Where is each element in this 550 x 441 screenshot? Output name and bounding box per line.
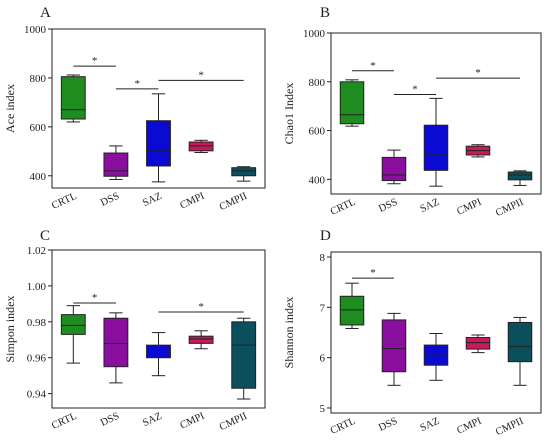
box-crtl xyxy=(339,79,365,127)
x-tick-label: CMPII xyxy=(494,416,526,439)
significance-star: * xyxy=(370,60,376,72)
significance-star: * xyxy=(412,83,418,95)
box-body xyxy=(103,152,129,177)
box-dss xyxy=(103,145,129,180)
panel-a: A 400 600 800 1000 Ace index CRTL DSS SAZ CMPI CMP… xyxy=(3,5,266,214)
x-tick-label: CRTL xyxy=(329,197,357,218)
x-tick-label: CMPII xyxy=(218,411,250,434)
box-dss xyxy=(381,149,407,185)
x-tick-label: CMPII xyxy=(218,191,250,214)
x-tick-label: DSS xyxy=(377,416,399,434)
box-dss xyxy=(381,312,407,386)
y-tick-label: 0.98 xyxy=(27,317,47,329)
box-cmpii xyxy=(231,166,257,182)
box-body xyxy=(146,120,171,167)
box-cmpii xyxy=(231,317,257,400)
box-crtl xyxy=(60,305,86,364)
box-dss xyxy=(103,312,129,384)
box-body xyxy=(231,321,257,389)
box-saz xyxy=(423,97,449,187)
panel-letter: A xyxy=(40,5,51,21)
y-tick-label: 7 xyxy=(320,302,326,314)
box-body xyxy=(465,337,491,350)
x-tick-label: CRTL xyxy=(329,416,357,437)
significance-star: * xyxy=(475,67,481,79)
box-body xyxy=(507,171,533,181)
significance-star: * xyxy=(198,69,204,81)
significance-star: * xyxy=(134,78,140,90)
y-axis-label: Ace index xyxy=(3,84,17,133)
box-body xyxy=(381,156,407,182)
y-tick-label: 400 xyxy=(309,174,326,186)
significance-star: * xyxy=(92,292,98,304)
plot-frame xyxy=(51,28,266,189)
x-tick-label: SAZ xyxy=(419,416,442,434)
panel-letter: C xyxy=(40,228,50,244)
plot-frame xyxy=(330,251,542,414)
x-tick-label: DSS xyxy=(99,191,121,209)
x-tick-label: CMPI xyxy=(178,191,206,212)
box-cmpii xyxy=(507,170,533,186)
y-axis-label: Chao1 Index xyxy=(282,83,296,145)
y-tick-label: 1.02 xyxy=(27,245,46,257)
panel-c: C 0.94 0.96 0.98 1.00 1.02 Simpon index CRTL DSS… xyxy=(3,228,266,434)
x-tick-label: SAZ xyxy=(141,191,164,209)
box-crtl xyxy=(60,74,86,123)
plot-frame xyxy=(330,32,542,195)
x-tick-label: CRTL xyxy=(50,411,78,432)
box-body xyxy=(103,317,129,368)
y-tick-label: 800 xyxy=(309,77,326,89)
box-body xyxy=(60,76,86,120)
y-axis-label: Simpon index xyxy=(3,295,17,362)
box-saz xyxy=(423,333,449,381)
box-body xyxy=(60,314,86,335)
x-tick-label: CMPI xyxy=(455,197,483,218)
box-body xyxy=(339,295,365,326)
x-tick-label: DSS xyxy=(377,197,399,215)
y-axis-label: Shannon index xyxy=(282,297,296,369)
x-tick-label: CRTL xyxy=(50,191,78,212)
box-body xyxy=(423,124,449,171)
x-tick-label: CMPII xyxy=(494,197,526,220)
y-tick-label: 6 xyxy=(320,353,326,365)
box-cmpii xyxy=(507,316,533,386)
y-tick-label: 5 xyxy=(320,403,326,415)
box-cmpi xyxy=(465,334,491,354)
box-body xyxy=(231,167,257,177)
significance-star: * xyxy=(92,55,98,67)
y-tick-label: 8 xyxy=(320,252,326,264)
significance-star: * xyxy=(198,301,204,313)
y-tick-label: 0.94 xyxy=(27,389,47,401)
box-cmpi xyxy=(465,144,491,158)
x-tick-label: SAZ xyxy=(419,197,442,215)
panel-b: B 400 600 800 1000 Chao1 Index CRTL DSS SAZ CMPI C… xyxy=(282,5,542,220)
panel-letter: B xyxy=(320,5,330,21)
y-tick-label: 1000 xyxy=(303,28,326,40)
y-tick-label: 600 xyxy=(30,122,47,134)
y-tick-label: 1000 xyxy=(24,24,47,36)
box-body xyxy=(507,321,533,363)
box-cmpi xyxy=(188,139,214,154)
box-body xyxy=(381,319,407,373)
y-tick-label: 600 xyxy=(309,126,326,138)
panel-letter: D xyxy=(320,228,331,244)
significance-star: * xyxy=(370,267,376,279)
box-crtl xyxy=(339,282,365,329)
y-tick-label: 0.96 xyxy=(27,353,47,365)
y-tick-label: 400 xyxy=(30,171,47,183)
box-body xyxy=(188,335,214,344)
x-tick-label: SAZ xyxy=(141,411,164,429)
panel-d: D 5 6 7 8 Shannon index CRTL DSS SAZ CMPI CMPII * xyxy=(282,228,542,439)
x-tick-label: DSS xyxy=(99,411,121,429)
box-saz xyxy=(146,332,171,377)
y-tick-label: 800 xyxy=(30,73,47,85)
box-cmpi xyxy=(188,330,214,350)
plot-frame xyxy=(51,249,266,409)
box-body xyxy=(339,81,365,125)
x-tick-label: CMPI xyxy=(455,416,483,437)
x-tick-label: CMPI xyxy=(178,411,206,432)
y-tick-label: 1.00 xyxy=(27,281,47,293)
box-saz xyxy=(146,93,171,183)
